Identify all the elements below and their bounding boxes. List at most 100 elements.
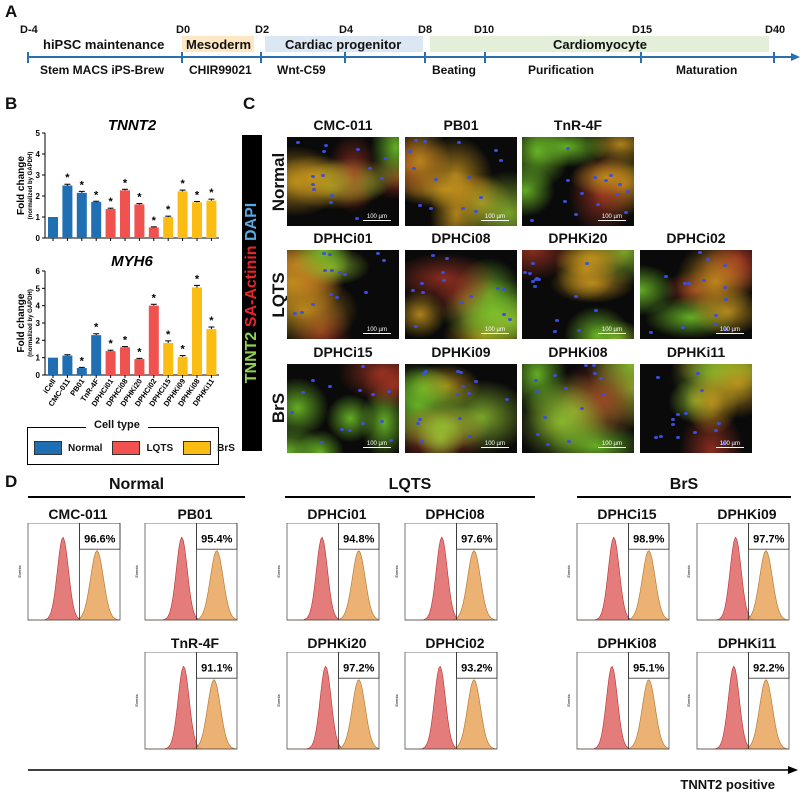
nucleus xyxy=(379,176,384,180)
nucleus xyxy=(474,210,479,214)
nucleus xyxy=(592,364,597,368)
group-label-lqts: LQTS xyxy=(388,476,432,493)
nucleus xyxy=(563,200,568,204)
nucleus xyxy=(493,149,498,153)
nucleus xyxy=(434,178,439,182)
nucleus xyxy=(648,331,653,335)
histogram-title: CMC-011 xyxy=(48,506,108,522)
nucleus xyxy=(580,191,585,195)
percent-positive: 97.6% xyxy=(461,533,492,545)
legend-label-brs: BrS xyxy=(217,442,235,454)
histogram-title: PB01 xyxy=(177,506,213,522)
nucleus xyxy=(676,412,681,416)
y-tick-label: 0 xyxy=(36,371,41,380)
histogram-title: DPHKi11 xyxy=(717,635,777,651)
nucleus xyxy=(507,318,512,322)
nucleus xyxy=(616,192,621,196)
nucleus xyxy=(445,257,450,261)
percent-positive: 97.2% xyxy=(343,662,374,674)
stain-actinin: SA-Actinin xyxy=(243,241,260,332)
nucleus xyxy=(337,271,342,275)
nucleus xyxy=(523,270,528,274)
bar xyxy=(105,351,116,375)
nucleus xyxy=(407,149,412,153)
nucleus xyxy=(334,296,339,300)
micrograph-title: DPHCi02 xyxy=(666,230,726,246)
nucleus xyxy=(543,416,548,420)
nucleus xyxy=(533,277,538,281)
nucleus xyxy=(717,422,722,426)
nucleus xyxy=(675,436,680,440)
nucleus xyxy=(722,286,727,290)
nucleus xyxy=(574,294,579,298)
plot-frame xyxy=(144,523,238,621)
flow-histogram: 94.8% Events xyxy=(276,523,380,621)
nucleus xyxy=(321,149,326,153)
panel-label-d: D xyxy=(5,472,18,491)
legend-swatch-normal xyxy=(34,441,62,455)
significance-mark: * xyxy=(80,179,85,191)
condition-label: Maturation xyxy=(676,63,738,77)
nucleus xyxy=(593,175,598,179)
scale-bar: 100 µm xyxy=(480,214,509,221)
nucleus xyxy=(537,277,542,281)
y-axis-label: Events xyxy=(17,565,22,577)
plot-frame xyxy=(144,652,238,750)
group-divider xyxy=(28,496,245,498)
gate-box xyxy=(338,523,380,550)
y-axis-label: Events xyxy=(566,565,571,577)
plot-frame xyxy=(404,652,498,750)
nucleus xyxy=(701,278,706,282)
y-tick-label: 1 xyxy=(36,354,41,363)
condition-label: Wnt-C59 xyxy=(277,63,326,77)
nucleus xyxy=(552,374,557,378)
nucleus xyxy=(311,182,316,186)
bar xyxy=(91,335,102,375)
nucleus xyxy=(598,377,603,381)
nucleus xyxy=(420,440,425,444)
stage-label: hiPSC maintenance xyxy=(43,37,165,52)
significance-mark: * xyxy=(166,329,171,341)
plot-frame xyxy=(696,652,790,750)
day-label: D0 xyxy=(176,24,191,36)
day-label: D40 xyxy=(765,24,786,36)
stage-label: Mesoderm xyxy=(186,37,252,52)
gate-box xyxy=(748,523,790,550)
day-label: D4 xyxy=(339,24,354,36)
flow-histogram: 98.9% Events xyxy=(566,523,670,621)
nucleus xyxy=(419,281,424,285)
nucleus xyxy=(384,157,389,161)
nucleus xyxy=(566,147,571,151)
significance-mark: * xyxy=(80,355,85,367)
nucleus xyxy=(458,370,463,374)
micrograph-title: PB01 xyxy=(443,117,479,133)
y-axis-label: Events xyxy=(394,565,399,577)
nucleus xyxy=(683,282,688,286)
nucleus xyxy=(460,301,465,305)
micrograph-dphki11: 100 µm xyxy=(640,364,752,453)
percent-positive: 95.1% xyxy=(633,662,664,674)
significance-mark: * xyxy=(180,344,185,356)
nucleus xyxy=(327,384,332,388)
nucleus xyxy=(370,392,375,396)
nucleus xyxy=(329,292,334,296)
legend-title: Cell type xyxy=(86,419,148,431)
nucleus xyxy=(300,311,305,315)
histogram-title: DPHCi08 xyxy=(425,506,485,522)
micrograph-title: TnR-4F xyxy=(553,117,603,133)
micrograph-dphci02: 100 µm xyxy=(640,250,752,339)
gate-box xyxy=(456,652,498,679)
nucleus xyxy=(584,262,589,266)
nucleus xyxy=(321,252,326,256)
nucleus xyxy=(563,386,568,390)
micrograph-dphci08: 100 µm xyxy=(405,250,517,339)
histogram-title: DPHCi01 xyxy=(307,506,367,522)
day-label: D8 xyxy=(418,24,433,36)
y-tick-label: 0 xyxy=(36,234,41,243)
nucleus xyxy=(529,218,534,222)
flow-histogram: 97.2% Events xyxy=(276,652,380,750)
nucleus xyxy=(602,393,607,397)
flow-histogram: 91.1% Events xyxy=(134,652,238,750)
nucleus xyxy=(300,391,305,395)
nucleus xyxy=(574,213,579,217)
